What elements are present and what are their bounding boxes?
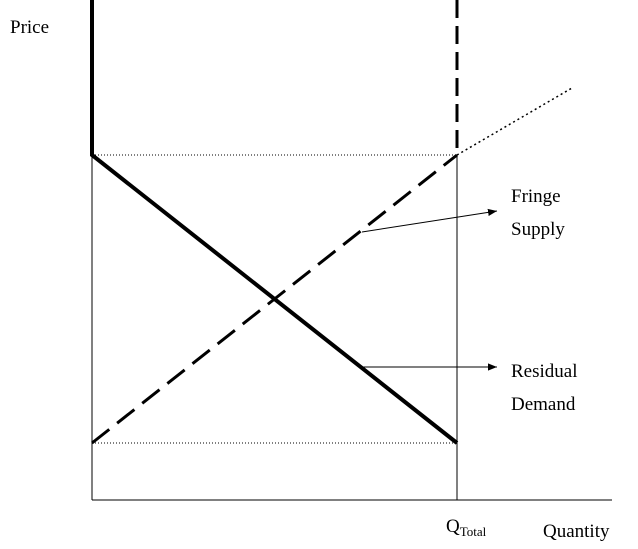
fringe-supply-curve bbox=[91, 153, 458, 445]
x-axis-label: Quantity bbox=[543, 521, 610, 542]
fringe-supply-extension bbox=[456, 87, 573, 156]
residual-demand-curve bbox=[90, 0, 459, 445]
label-line: Residual bbox=[511, 361, 578, 382]
label-line: Demand bbox=[511, 394, 576, 415]
label-line: Supply bbox=[511, 219, 565, 240]
fringe-arrow bbox=[361, 208, 498, 233]
q-symbol: Q bbox=[446, 516, 460, 537]
q-subscript: Total bbox=[460, 524, 487, 539]
y-axis-label: Price bbox=[10, 17, 49, 38]
label-line: Fringe bbox=[511, 186, 561, 207]
q-total-label: QTotal bbox=[446, 516, 487, 539]
